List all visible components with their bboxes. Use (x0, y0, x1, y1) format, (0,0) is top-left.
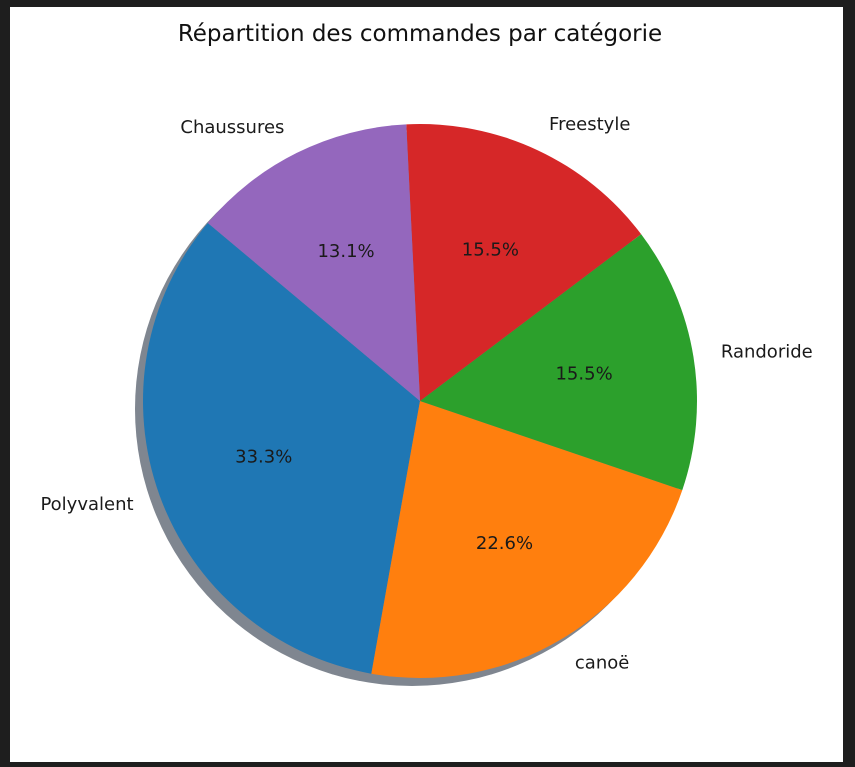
slice-label-canoe: canoë (575, 652, 629, 673)
slice-label-chaussures: Chaussures (180, 117, 284, 138)
slice-label-polyvalent: Polyvalent (40, 494, 133, 515)
figure-canvas: Répartition des commandes par catégorie … (10, 7, 843, 762)
slice-percent-chaussures: 13.1% (317, 241, 374, 262)
pie-slices (143, 124, 697, 678)
slice-percent-canoe: 22.6% (476, 533, 533, 554)
pie-labels: Polyvalent 33.3% canoë 22.6% Randoride 15.5% F… (40, 114, 812, 673)
slice-label-randoride: Randoride (721, 342, 813, 363)
slice-percent-freestyle: 15.5% (462, 239, 519, 260)
slice-percent-randoride: 15.5% (555, 364, 612, 385)
pie-chart: Répartition des commandes par catégorie … (40, 21, 813, 686)
pie-slice-chaussures (207, 124, 420, 402)
pie-slice-randoride (420, 234, 697, 491)
pie-slice-canoe (371, 401, 683, 678)
slice-percent-polyvalent: 33.3% (235, 447, 292, 468)
chart-title: Répartition des commandes par catégorie (178, 21, 662, 47)
slice-label-freestyle: Freestyle (549, 114, 630, 135)
pie-slice-polyvalent (143, 222, 420, 674)
pie-slice-freestyle (406, 124, 642, 402)
